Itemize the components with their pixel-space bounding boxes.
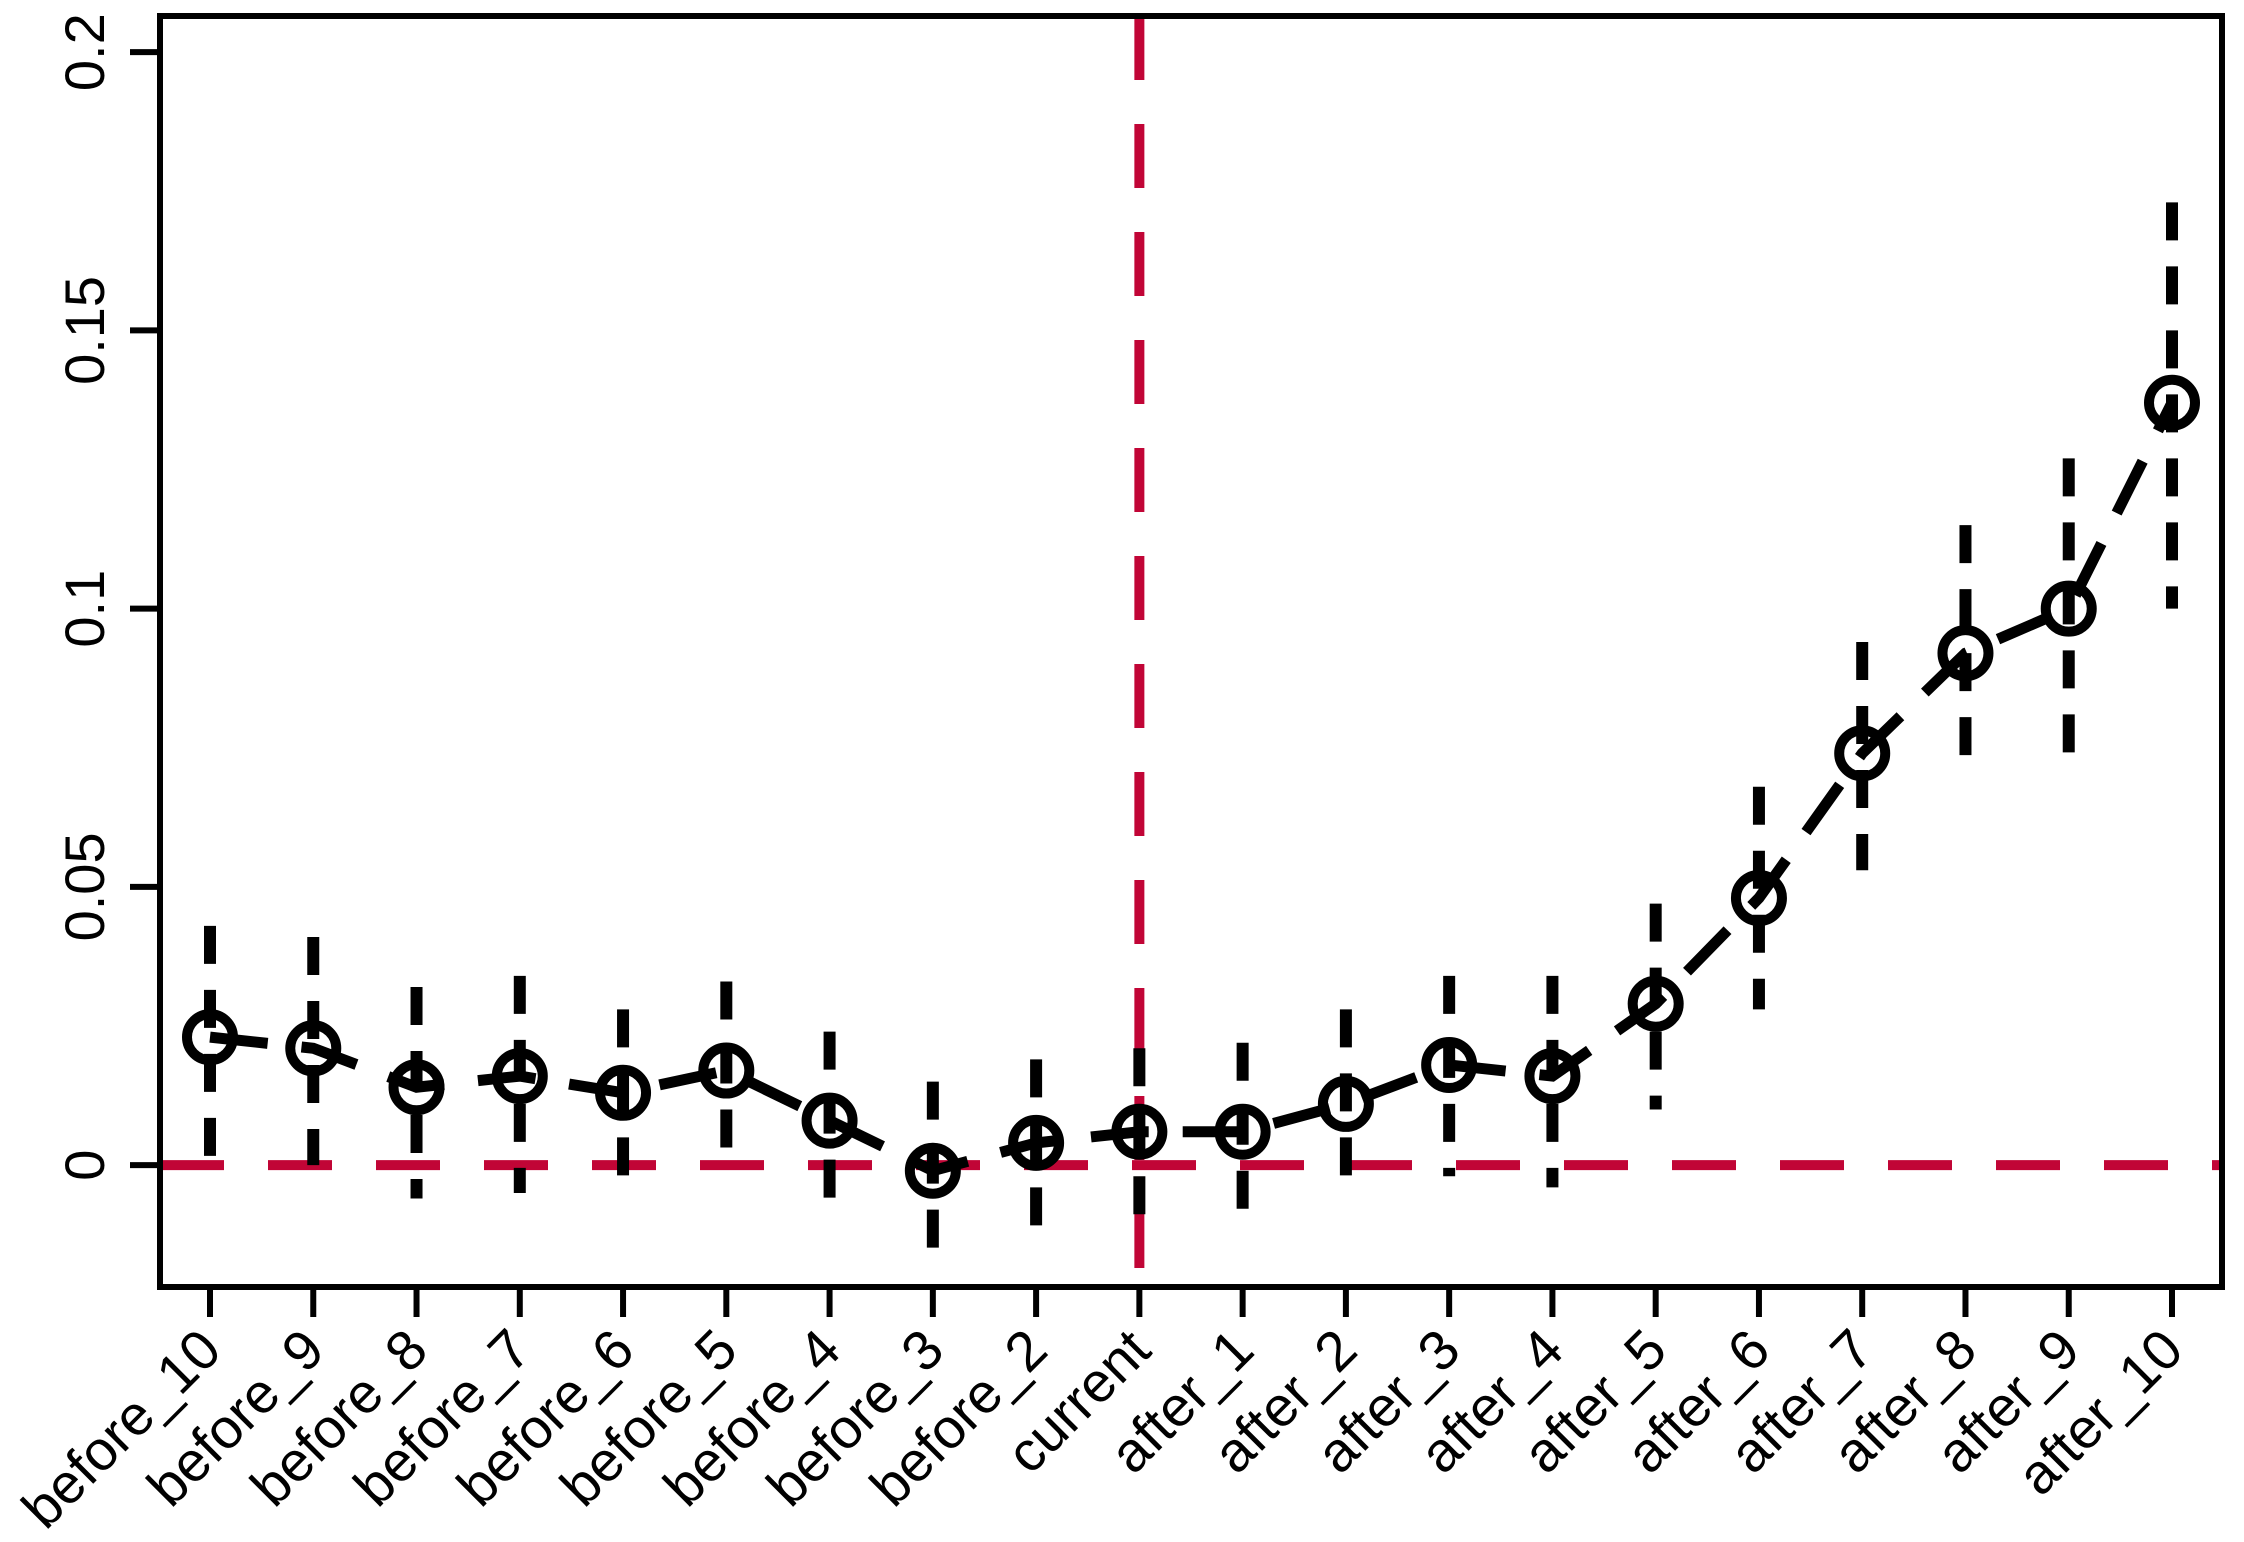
marker-circle bbox=[1834, 725, 1891, 782]
marker-circle bbox=[1008, 1114, 1065, 1171]
marker-circle bbox=[388, 1059, 445, 1116]
y-axis-tick-label: 0.2 bbox=[53, 13, 116, 91]
marker-circle bbox=[285, 1020, 342, 1077]
marker-circle bbox=[595, 1064, 652, 1121]
marker-circle bbox=[1730, 870, 1787, 927]
plot-border bbox=[157, 13, 2225, 1290]
marker-circle bbox=[698, 1042, 755, 1099]
marker-circle bbox=[1421, 1036, 1478, 1093]
marker-circle bbox=[1937, 625, 1994, 682]
marker-circle bbox=[1317, 1075, 1374, 1132]
marker-circle bbox=[1214, 1103, 1271, 1160]
y-axis-tick-label: 0 bbox=[53, 1150, 116, 1181]
marker-circle bbox=[2144, 374, 2200, 431]
series-line bbox=[209, 400, 2177, 1177]
marker-circle bbox=[1111, 1103, 1168, 1160]
y-axis-tick-label: 0.05 bbox=[53, 832, 116, 941]
marker-circle bbox=[801, 1092, 858, 1149]
y-axis-tick-label: 0.1 bbox=[53, 570, 116, 648]
marker-circle bbox=[904, 1142, 961, 1199]
y-axis-tick-label: 0.15 bbox=[53, 276, 116, 385]
marker-circle bbox=[1524, 1048, 1581, 1105]
marker-circle bbox=[182, 1009, 238, 1066]
marker-circle bbox=[491, 1048, 548, 1105]
marker-circle bbox=[2040, 580, 2097, 637]
marker-circle bbox=[1627, 975, 1684, 1032]
